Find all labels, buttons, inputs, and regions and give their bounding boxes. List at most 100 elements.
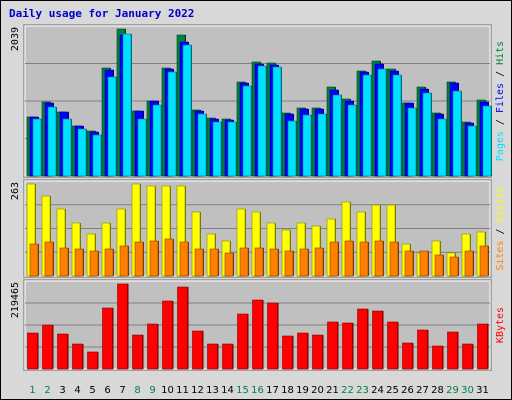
day-label-2: 2 [44,385,50,396]
bar-kbytes-day-14 [222,343,233,370]
bar-kbytes-day-26 [402,342,413,370]
day-label-19: 19 [296,385,309,396]
day-label-20: 20 [311,385,324,396]
bar-pages-day-27 [422,92,432,177]
day-label-21: 21 [326,385,339,396]
bar-sites-day-8 [134,241,144,277]
bar-sites-day-18 [284,250,294,277]
bar-kbytes-day-28 [432,345,443,370]
bar-sites-day-26 [404,250,414,277]
bar-pages-day-24 [377,68,387,177]
bar-sites-day-2 [44,241,54,277]
panel-hits_files_pages: 2039 Pages / Files / Hits [10,24,506,178]
bar-pages-day-4 [77,128,87,177]
panel-kbytes: 219465 KBytes [10,279,506,371]
bar-kbytes-day-10 [162,300,173,370]
legend-separator: / [495,222,506,240]
day-label-28: 28 [431,385,444,396]
bar-kbytes-day-21 [327,321,338,370]
legend-entry-files: Files [495,83,506,113]
bar-sites-day-31 [479,245,489,277]
bar-kbytes-day-6 [102,307,113,370]
bar-kbytes-day-7 [117,283,128,370]
bar-sites-day-4 [74,248,84,277]
legend-entry-visits: Visits [495,186,506,222]
bar-kbytes-day-1 [27,332,38,370]
bar-pages-day-8 [137,118,147,177]
legend-entry-kbytes: KBytes [495,307,506,343]
bar-pages-day-14 [227,121,237,177]
day-label-14: 14 [221,385,234,396]
y-max-label: 263 [10,182,21,200]
day-label-6: 6 [104,385,110,396]
bar-pages-day-20 [317,113,327,177]
day-label-3: 3 [59,385,65,396]
day-label-31: 31 [476,385,489,396]
day-label-9: 9 [149,385,155,396]
bar-kbytes-day-13 [207,343,218,370]
day-label-30: 30 [461,385,474,396]
day-label-15: 15 [236,385,249,396]
bar-pages-day-23 [362,74,372,177]
bar-sites-day-9 [149,240,159,277]
bar-sites-day-15 [239,247,249,277]
bar-kbytes-day-29 [447,331,458,370]
day-label-7: 7 [119,385,125,396]
bar-kbytes-day-24 [372,310,383,370]
bar-sites-day-27 [419,250,429,277]
bar-kbytes-day-8 [132,334,143,370]
bar-sites-day-13 [209,248,219,277]
bar-pages-day-13 [212,121,222,177]
day-label-17: 17 [266,385,279,396]
bar-pages-day-17 [272,66,282,177]
bar-pages-day-18 [287,120,297,177]
legend: Sites / Visits [495,186,506,270]
bar-pages-day-21 [332,94,342,177]
bar-sites-day-6 [104,248,114,277]
y-max-label: 219465 [10,282,21,318]
bar-pages-day-19 [302,114,312,177]
bar-sites-day-29 [449,256,459,277]
bar-pages-day-1 [32,118,42,177]
bar-sites-day-20 [314,247,324,277]
bar-sites-day-11 [179,241,189,277]
bar-kbytes-day-18 [282,335,293,370]
bar-kbytes-day-15 [237,313,248,370]
legend-separator: / [495,65,506,83]
day-label-12: 12 [191,385,204,396]
day-label-10: 10 [161,385,174,396]
day-label-22: 22 [341,385,354,396]
bar-sites-day-7 [119,245,129,277]
bar-sites-day-24 [374,240,384,277]
bar-pages-day-11 [182,44,192,177]
bar-pages-day-30 [467,125,477,177]
bar-pages-day-12 [197,113,207,177]
day-label-23: 23 [356,385,369,396]
bar-pages-day-16 [257,65,267,177]
day-label-29: 29 [446,385,459,396]
bar-sites-day-5 [89,250,99,277]
bar-sites-day-30 [464,250,474,277]
bar-sites-day-28 [434,254,444,277]
bar-kbytes-day-25 [387,321,398,370]
bar-sites-day-12 [194,248,204,277]
legend-separator: / [495,113,506,131]
bar-kbytes-day-31 [477,323,488,370]
bar-sites-day-1 [29,243,39,277]
bar-pages-day-6 [107,76,117,177]
day-label-13: 13 [206,385,219,396]
day-label-1: 1 [29,385,35,396]
y-max-label: 2039 [10,27,21,51]
bar-pages-day-31 [482,105,492,177]
bar-sites-day-23 [359,241,369,277]
day-label-26: 26 [401,385,414,396]
bar-pages-day-10 [167,71,177,177]
bar-pages-day-9 [152,104,162,177]
bar-kbytes-day-11 [177,286,188,370]
bar-kbytes-day-2 [42,324,53,370]
day-label-4: 4 [74,385,80,396]
bar-pages-day-28 [437,118,447,177]
chart-title: Daily usage for January 2022 [9,7,195,20]
bar-sites-day-21 [329,241,339,277]
day-label-25: 25 [386,385,399,396]
